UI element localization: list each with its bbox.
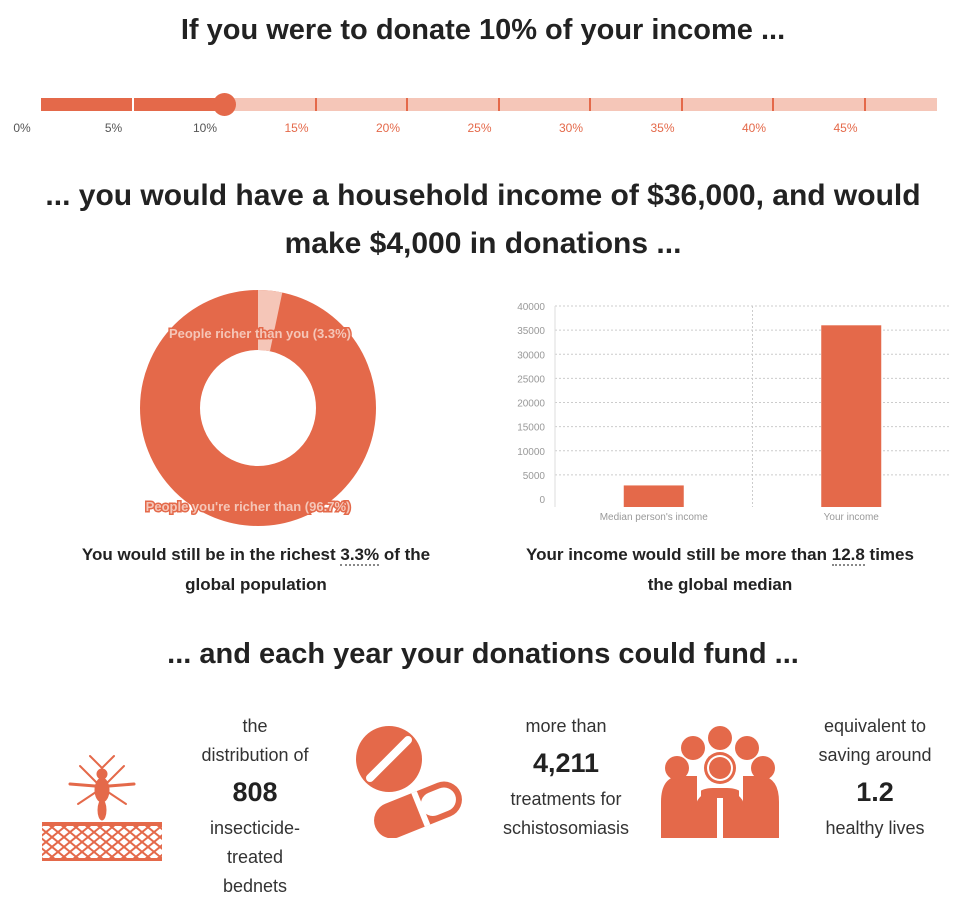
donut-segment-richer bbox=[258, 290, 283, 352]
richest-caption: You would still be in the richest 3.3% o… bbox=[46, 540, 466, 600]
richest-caption-line2: global population bbox=[185, 575, 327, 594]
donation-percent-slider[interactable] bbox=[41, 93, 937, 116]
slider-tick bbox=[131, 98, 134, 111]
y-tick-label: 30000 bbox=[517, 350, 545, 361]
slider-tick-label[interactable]: 15% bbox=[284, 121, 309, 135]
slider-tick bbox=[497, 98, 500, 111]
y-tick-label: 10000 bbox=[517, 447, 545, 458]
bednets-line2: distribution of bbox=[201, 745, 309, 765]
bednets-impact: the distribution of 808 insecticide- tre… bbox=[180, 712, 330, 901]
median-caption-line2: the global median bbox=[647, 575, 793, 594]
slider-tick bbox=[772, 98, 774, 111]
richness-donut-chart: People richer than you (3.3%) People you… bbox=[140, 290, 376, 526]
bednets-line1: the bbox=[242, 716, 268, 736]
bar bbox=[821, 325, 882, 507]
x-tick-label: Median person's income bbox=[600, 512, 709, 523]
y-tick-label: 15000 bbox=[517, 423, 545, 434]
slider-tick-label[interactable]: 35% bbox=[650, 121, 675, 135]
lives-line1: equivalent to bbox=[823, 716, 927, 736]
treatments-number: 4,211 bbox=[532, 748, 600, 778]
y-tick-label: 35000 bbox=[517, 326, 545, 337]
donut-label-poorer: People you're richer than (96.7%) bbox=[146, 499, 351, 514]
treatments-line3: schistosomiasis bbox=[502, 818, 630, 838]
treatments-impact: more than 4,211 treatments for schistoso… bbox=[492, 712, 640, 843]
x-tick-label: Your income bbox=[824, 512, 880, 523]
income-bar-chart: 40000 35000 30000 25000 20000 15000 10000 5000 0… bbox=[517, 302, 950, 523]
bar-chart-x-ticks: Median person's income Your income bbox=[600, 512, 880, 523]
income-heading-line1: ... you would have a household income of… bbox=[45, 179, 921, 212]
y-tick-label: 40000 bbox=[517, 302, 545, 313]
richest-caption-prefix: You would still be in the richest bbox=[81, 545, 341, 564]
intro-heading: If you were to donate 10% of your income… bbox=[180, 14, 786, 46]
slider-tick-label[interactable]: 25% bbox=[467, 121, 492, 135]
bednets-line5: bednets bbox=[222, 876, 288, 896]
lives-line3: healthy lives bbox=[825, 818, 925, 838]
slider-tick bbox=[314, 98, 317, 111]
slider-tick-label[interactable]: 10% bbox=[192, 121, 218, 135]
income-heading: ... you would have a household income of… bbox=[0, 172, 966, 268]
y-tick-label: 5000 bbox=[523, 471, 546, 482]
median-caption-suffix: times bbox=[864, 545, 914, 564]
y-tick-label: 20000 bbox=[517, 399, 545, 410]
richest-caption-suffix: of the bbox=[379, 545, 431, 564]
y-tick-label: 25000 bbox=[517, 374, 545, 385]
median-caption-prefix: Your income would still be more than bbox=[526, 545, 832, 564]
lives-line2: saving around bbox=[818, 745, 932, 765]
lives-impact: equivalent to saving around 1.2 healthy … bbox=[800, 712, 950, 843]
slider-tick-label[interactable]: 30% bbox=[558, 121, 584, 135]
bar bbox=[623, 485, 684, 507]
slider-tick bbox=[406, 98, 408, 111]
donut-label-richer: People richer than you (3.3%) bbox=[169, 326, 351, 341]
y-tick-label: 0 bbox=[539, 495, 545, 506]
median-caption: Your income would still be more than 12.… bbox=[510, 540, 930, 600]
treatments-line2: treatments for bbox=[510, 789, 622, 809]
bar-chart-bars bbox=[623, 325, 882, 507]
fund-heading: ... and each year your donations could f… bbox=[167, 638, 799, 670]
slider-tick-label[interactable]: 0% bbox=[13, 121, 31, 135]
slider-thumb[interactable] bbox=[213, 93, 236, 116]
income-heading-line2: make $4,000 in donations ... bbox=[284, 227, 682, 260]
bednets-line4: treated bbox=[226, 847, 284, 867]
lives-number: 1.2 bbox=[856, 777, 894, 807]
slider-track[interactable] bbox=[41, 98, 937, 111]
bednets-number: 808 bbox=[232, 777, 278, 807]
treatments-line1: more than bbox=[525, 716, 607, 736]
bednets-line3: insecticide- bbox=[209, 818, 301, 838]
slider-tick bbox=[589, 98, 591, 111]
slider-tick bbox=[680, 98, 683, 111]
pills-icon bbox=[356, 726, 462, 838]
richest-percent-value: 3.3% bbox=[340, 545, 380, 566]
slider-tick-label[interactable]: 40% bbox=[741, 121, 767, 135]
slider-tick-label[interactable]: 45% bbox=[833, 121, 858, 135]
median-multiple-value: 12.8 bbox=[831, 545, 865, 566]
people-icon bbox=[661, 726, 779, 838]
slider-tick-label[interactable]: 5% bbox=[104, 121, 123, 135]
slider-tick-label[interactable]: 20% bbox=[375, 121, 401, 135]
slider-tick bbox=[863, 98, 866, 111]
mosquito-net-icon bbox=[42, 755, 162, 861]
bar-chart-y-ticks: 40000 35000 30000 25000 20000 15000 10000 5000 0 bbox=[517, 302, 545, 506]
bar-chart-grid bbox=[554, 305, 950, 507]
